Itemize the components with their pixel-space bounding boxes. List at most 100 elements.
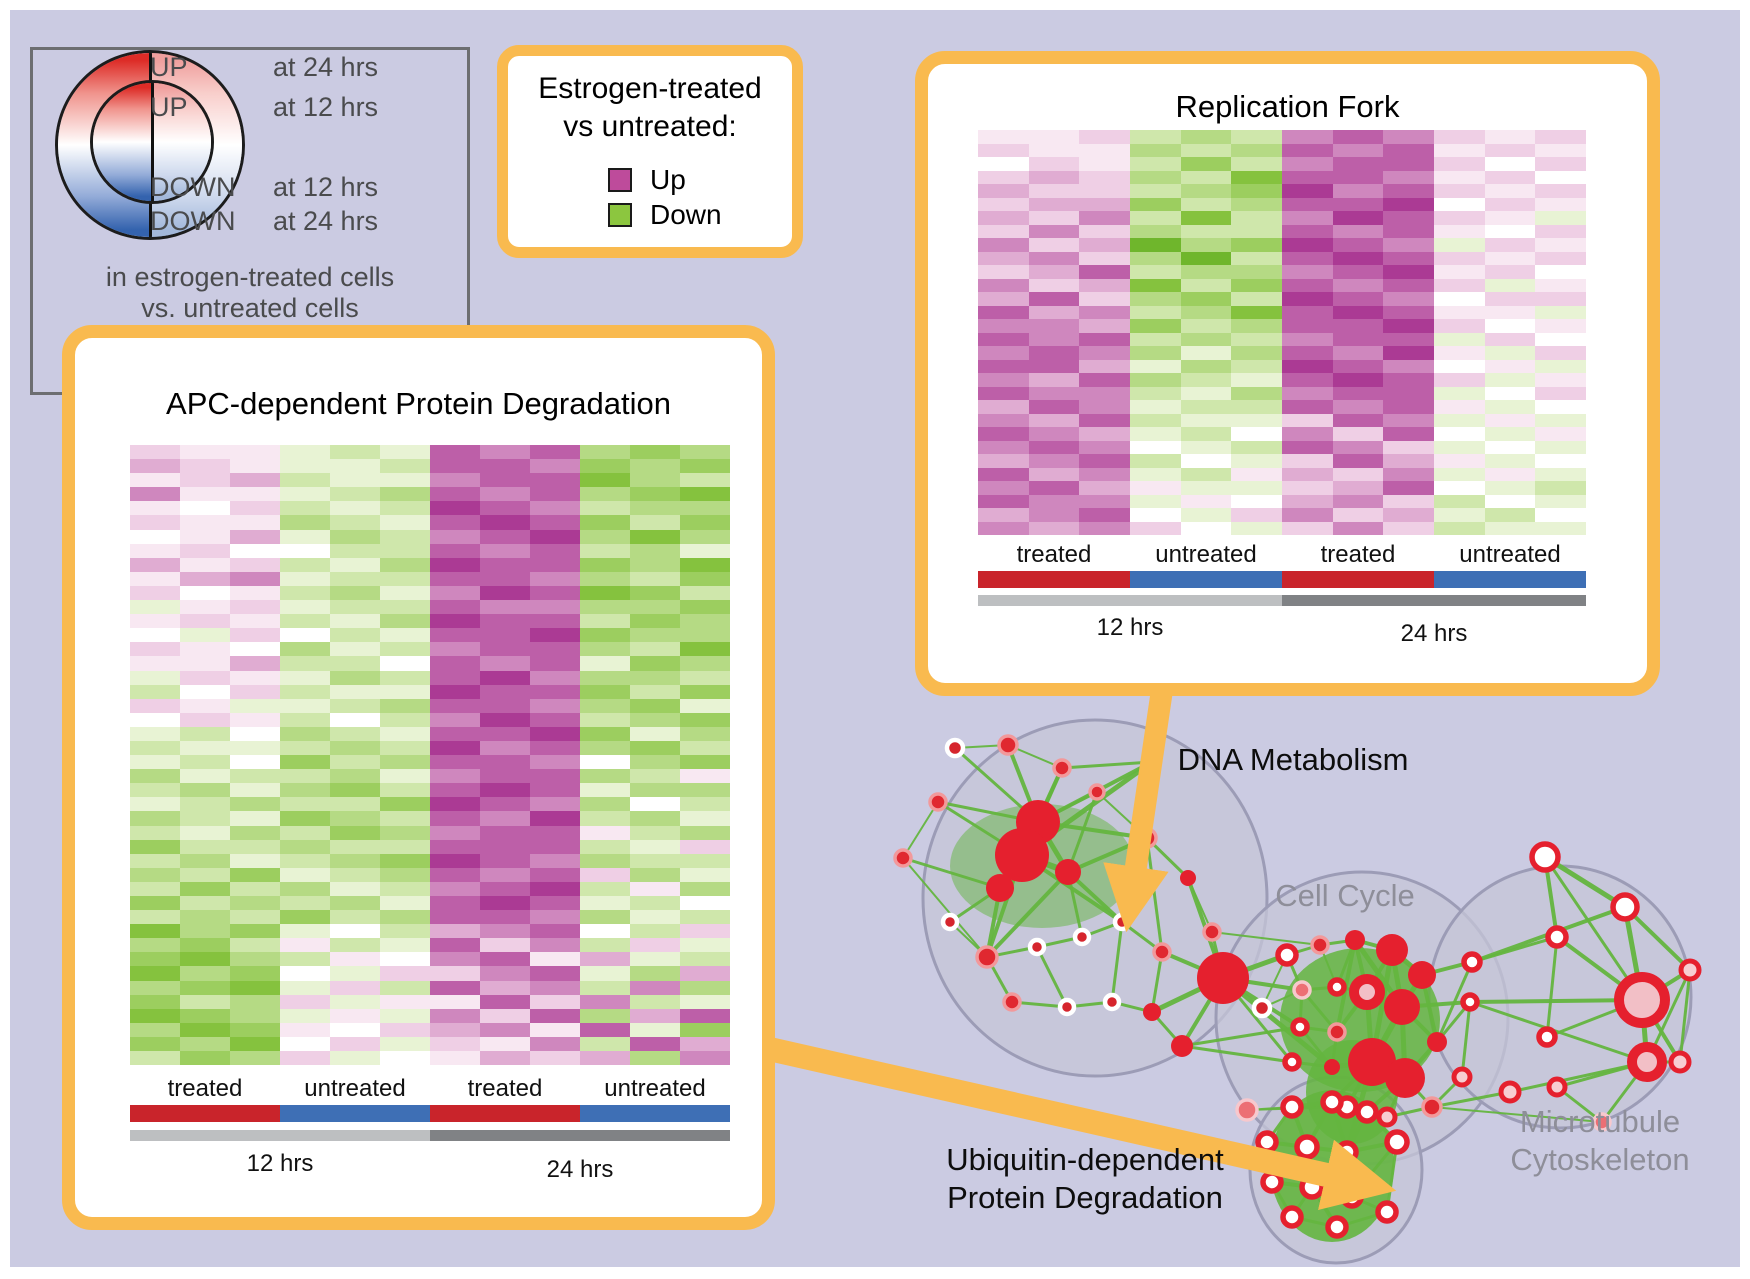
- heatmap-cell: [1434, 224, 1485, 238]
- heatmap-cell: [1434, 292, 1485, 306]
- heatmap-cell: [680, 881, 730, 896]
- heatmap-cell: [630, 459, 680, 474]
- network-edge: [1061, 760, 1153, 770]
- heatmap-cell: [180, 600, 230, 615]
- heatmap-cell: [1028, 305, 1080, 319]
- heatmap-cell: [280, 755, 330, 770]
- network-node: [1384, 1129, 1410, 1155]
- heatmap-cell: [1332, 251, 1384, 265]
- heatmap-cell: [1028, 278, 1080, 292]
- heatmap-cell: [680, 726, 730, 741]
- network-node: [1002, 992, 1022, 1012]
- heatmap-cell: [1383, 224, 1435, 238]
- panel-replication-fork: Replication Fork treated untreated treat…: [915, 51, 1660, 696]
- network-node: [1112, 912, 1132, 932]
- heatmap-cell: [380, 684, 430, 699]
- heatmap-cell: [1332, 427, 1384, 441]
- treated-bar: [978, 571, 1130, 588]
- heatmap-cell: [1535, 413, 1587, 427]
- heatmap-cell: [978, 305, 1029, 319]
- heatmap-cell: [130, 881, 180, 896]
- heatmap-cell: [680, 980, 730, 995]
- heatmap-cell: [480, 783, 530, 798]
- heatmap-cell: [680, 839, 730, 854]
- heatmap-cell: [1130, 454, 1181, 468]
- network-edge: [902, 856, 1001, 890]
- heatmap-cell: [480, 698, 530, 713]
- heatmap-cell: [1282, 413, 1333, 427]
- heatmap-cell: [1028, 197, 1080, 211]
- heatmap-cell: [680, 698, 730, 713]
- heatmap-cell: [680, 501, 730, 516]
- heatmap-cell: [1434, 508, 1485, 522]
- heatmap-cell: [580, 825, 630, 840]
- heatmap-cell: [130, 614, 180, 629]
- heatmap-cell: [180, 1051, 230, 1066]
- heatmap-cell: [480, 938, 530, 953]
- heatmap-cell: [380, 515, 430, 530]
- heatmap-cell: [580, 769, 630, 784]
- heatmap-cell: [1332, 224, 1384, 238]
- heatmap-cell: [580, 924, 630, 939]
- network-node: [1088, 783, 1106, 801]
- heatmap-cell: [480, 445, 530, 460]
- heatmap-cell: [280, 769, 330, 784]
- heatmap-cell: [1332, 143, 1384, 157]
- heatmap-cell: [280, 445, 330, 460]
- heatmap-cell: [978, 346, 1029, 360]
- heatmap-cell: [230, 811, 280, 826]
- axis-group-label: untreated: [304, 1075, 406, 1102]
- heatmap-row: [130, 698, 730, 713]
- heatmap-cell: [1180, 130, 1232, 144]
- heatmap-cell: [330, 571, 380, 586]
- heatmap-cell: [680, 600, 730, 615]
- heatmap-cell: [130, 1051, 180, 1066]
- heatmap-row: [978, 467, 1587, 481]
- heatmap-cell: [1434, 170, 1485, 184]
- heatmap-row: [130, 670, 730, 685]
- heatmap-cell: [580, 896, 630, 911]
- heatmap-cell: [1028, 157, 1080, 171]
- heatmap-cell: [430, 712, 480, 727]
- network-edge: [1035, 946, 1069, 1008]
- heatmap-cell: [130, 966, 180, 981]
- heatmap-cell: [530, 614, 580, 629]
- heatmap-row: [978, 481, 1587, 495]
- treated-bar: [430, 1105, 580, 1122]
- heatmap-cell: [580, 811, 630, 826]
- heatmap-cell: [630, 628, 680, 643]
- heatmap-cell: [280, 670, 330, 685]
- heatmap-cell: [680, 910, 730, 925]
- heatmap-cell: [1079, 143, 1131, 157]
- heatmap-cell: [1484, 386, 1536, 400]
- heatmap-cell: [1383, 292, 1435, 306]
- heatmap-cell: [680, 924, 730, 939]
- heatmap-cell: [280, 459, 330, 474]
- heatmap-cell: [380, 1008, 430, 1023]
- heatmap-cell: [130, 656, 180, 671]
- heatmap-cell: [1079, 224, 1131, 238]
- heatmap-cell: [280, 712, 330, 727]
- heatmap-cell: [430, 924, 480, 939]
- heatmap-cell: [530, 755, 580, 770]
- heatmap-cell: [180, 571, 230, 586]
- heatmap-cell: [1535, 373, 1587, 387]
- heatmap-cell: [1535, 508, 1587, 522]
- heatmap-row: [130, 642, 730, 657]
- cluster-label: Ubiquitin-dependent: [946, 1142, 1224, 1177]
- heatmap-cell: [1434, 251, 1485, 265]
- heatmap-cell: [680, 740, 730, 756]
- heatmap-cell: [280, 811, 330, 826]
- heatmap-cell: [1282, 508, 1333, 522]
- heatmap-cell: [480, 726, 530, 741]
- heatmap-cell: [230, 1036, 280, 1052]
- heatmap-cell: [580, 501, 630, 516]
- heatmap-cell: [530, 1022, 580, 1037]
- heatmap-cell: [230, 684, 280, 699]
- heatmap-cell: [1332, 521, 1384, 535]
- heatmap-cell: [1028, 508, 1080, 522]
- heatmap-cell: [130, 529, 180, 544]
- heatmap-cell: [180, 966, 230, 981]
- heatmap-cell: [1079, 454, 1131, 468]
- heatmap-cell: [630, 726, 680, 741]
